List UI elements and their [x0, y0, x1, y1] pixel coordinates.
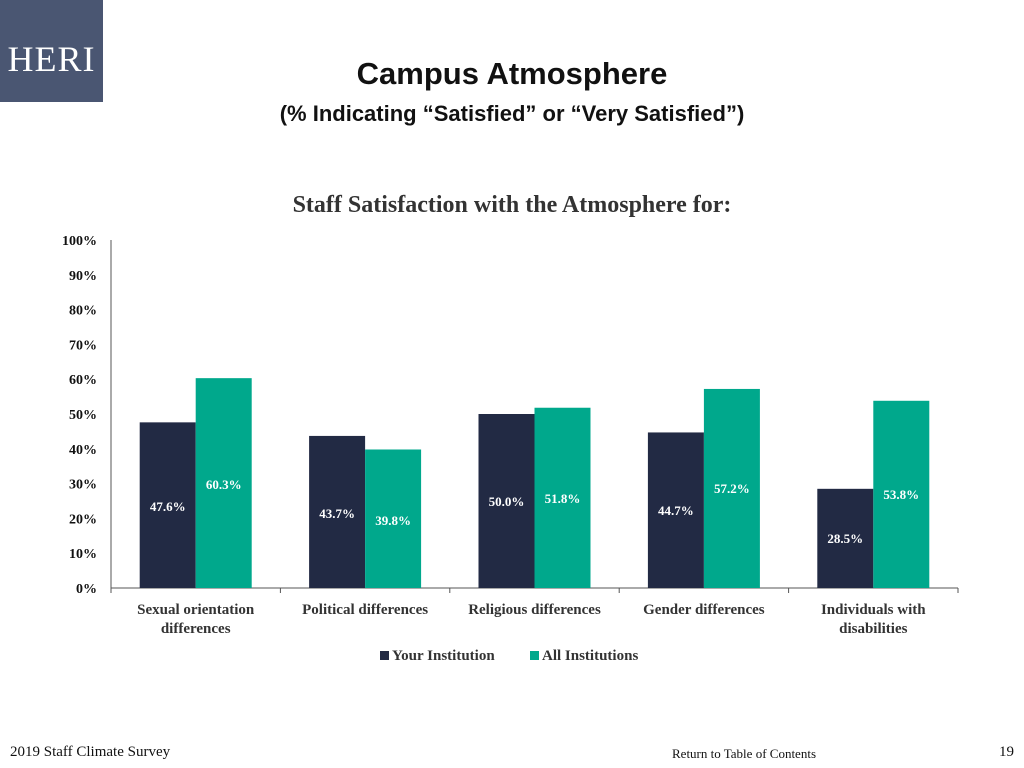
y-tick-label: 60% [69, 373, 97, 388]
y-tick-label: 30% [69, 478, 97, 493]
y-tick-label: 10% [69, 547, 97, 562]
data-label: 39.8% [375, 513, 411, 528]
y-tick-label: 50% [69, 408, 97, 423]
bar-your-institution [309, 435, 366, 588]
bar-all-institutions [195, 378, 252, 588]
bar-chart: 0% 10% 20% 30% 40% 50% 60% 70% 80% 90% 100% Sexual … [62, 234, 959, 664]
bar-all-institutions [873, 400, 930, 588]
data-label: 60.3% [206, 477, 242, 492]
y-tick-label: 0% [76, 582, 97, 597]
y-tick-label: 90% [69, 269, 97, 284]
bar-your-institution [817, 488, 874, 588]
slide-title: Campus Atmosphere [356, 56, 668, 91]
y-tick-label: 20% [69, 512, 97, 527]
legend-label: Your Institution [392, 648, 495, 664]
x-category-label: Sexual orientation [137, 602, 255, 618]
y-tick-label: 40% [69, 443, 97, 458]
logo-text: HERI [7, 39, 96, 79]
legend-swatch [530, 651, 539, 660]
y-tick-label: 70% [69, 338, 97, 353]
data-label: 51.8% [545, 491, 581, 506]
data-label: 53.8% [883, 487, 919, 502]
data-label: 44.7% [658, 503, 694, 518]
x-category-label: differences [161, 621, 231, 637]
legend-swatch [380, 651, 389, 660]
return-to-toc-link[interactable]: Return to Table of Contents [672, 746, 816, 761]
bar-all-institutions [703, 388, 760, 588]
bar-your-institution [478, 414, 535, 588]
page-number: 19 [999, 744, 1014, 760]
footer-survey-name: 2019 Staff Climate Survey [10, 744, 171, 760]
bar-all-institutions [534, 407, 591, 588]
x-category-label: Religious differences [468, 602, 601, 618]
heri-logo: HERI [0, 0, 103, 102]
data-label: 50.0% [489, 494, 525, 509]
bar-your-institution [139, 422, 196, 588]
legend-label: All Institutions [542, 648, 638, 664]
x-category-label: disabilities [839, 621, 908, 637]
x-category-label: Individuals with [821, 602, 926, 618]
chart-title: Staff Satisfaction with the Atmosphere f… [292, 192, 732, 218]
data-label: 47.6% [150, 499, 186, 514]
y-tick-label: 80% [69, 304, 97, 319]
bar-your-institution [647, 432, 704, 588]
data-label: 43.7% [319, 506, 355, 521]
x-category-label: Gender differences [643, 602, 765, 618]
bar-all-institutions [365, 449, 422, 588]
y-tick-label: 100% [62, 234, 97, 249]
slide-subtitle: (% Indicating “Satisfied” or “Very Satis… [279, 101, 745, 126]
x-category-label: Political differences [302, 602, 428, 618]
data-label: 57.2% [714, 481, 750, 496]
data-label: 28.5% [827, 531, 863, 546]
